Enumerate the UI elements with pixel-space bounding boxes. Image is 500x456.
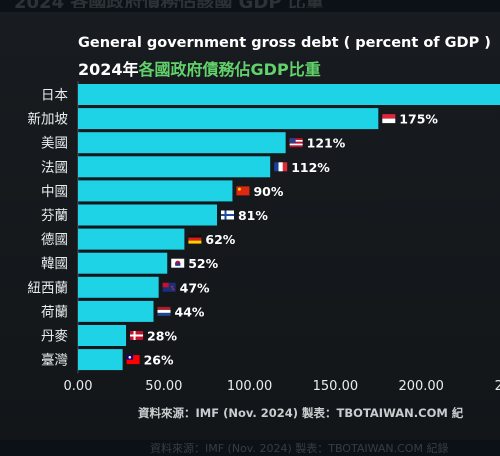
category-label: 臺灣 xyxy=(41,353,68,369)
chart-title-zh: 2024年各國政府債務佔GDP比重 xyxy=(78,56,321,80)
data-label: 44% xyxy=(175,304,205,319)
data-label: 52% xyxy=(188,256,218,271)
title-year: 2024年 xyxy=(78,60,139,79)
flag-icon xyxy=(171,258,185,268)
category-label: 荷蘭 xyxy=(41,304,68,320)
category-label: 新加坡 xyxy=(28,112,69,128)
title-zh-text: 各國政府債務佔GDP比重 xyxy=(138,60,321,79)
data-label: 175% xyxy=(399,112,438,127)
category-label: 韓國 xyxy=(41,256,68,272)
bar xyxy=(78,204,217,226)
data-label: 62% xyxy=(205,232,235,247)
data-label: 121% xyxy=(307,136,346,151)
category-label: 日本 xyxy=(41,88,68,104)
x-tick-label: 50.00 xyxy=(145,379,182,394)
data-label: 81% xyxy=(238,208,268,223)
bar xyxy=(78,300,154,322)
flag-icon xyxy=(188,234,202,244)
flag-icon xyxy=(157,306,171,316)
category-label: 美國 xyxy=(41,136,68,152)
flag-icon xyxy=(126,355,140,365)
flag-icon xyxy=(220,210,234,220)
bar xyxy=(78,349,123,371)
flag-icon xyxy=(289,138,303,148)
data-label: 26% xyxy=(144,353,174,368)
flag-icon xyxy=(162,282,176,292)
data-label: 28% xyxy=(147,329,177,344)
data-label: 90% xyxy=(253,184,283,199)
x-tick-label: 250 xyxy=(495,379,500,394)
category-label: 紐西蘭 xyxy=(28,280,69,296)
ghost-title-top: 2024 各國政府債務佔該國 GDP 比重 xyxy=(14,0,484,8)
bar xyxy=(78,132,286,154)
bar xyxy=(78,325,127,346)
bar xyxy=(78,84,500,105)
category-label: 德國 xyxy=(41,232,68,248)
chart-title-en: General government gross debt ( percent … xyxy=(78,35,491,51)
category-label: 丹麥 xyxy=(41,329,68,345)
bar xyxy=(78,156,271,178)
category-label: 中國 xyxy=(41,184,68,200)
flag-icon xyxy=(130,331,144,340)
x-tick-label: 150.00 xyxy=(313,379,359,394)
source-note: 資料來源：IMF (Nov. 2024) 製表：TBOTAIWAN.COM 紀 xyxy=(138,406,464,420)
category-label: 法國 xyxy=(41,160,68,176)
x-tick-label: 200.00 xyxy=(398,379,444,394)
flag-icon xyxy=(274,162,288,172)
x-tick-label: 100.00 xyxy=(227,379,273,394)
data-label: 112% xyxy=(291,160,330,175)
bar xyxy=(78,276,159,298)
x-tick-label: 0.00 xyxy=(64,379,93,394)
flag-icon xyxy=(382,114,396,124)
bar xyxy=(78,228,185,250)
category-label: 芬蘭 xyxy=(41,208,68,224)
bar xyxy=(78,252,168,274)
bar xyxy=(78,108,379,130)
bar xyxy=(78,180,233,202)
flag-icon xyxy=(236,186,250,196)
data-label: 47% xyxy=(180,280,210,295)
ghost-footer: 資料來源：IMF (Nov. 2024) 製表：TBOTAIWAN.COM 紀錄 xyxy=(150,442,449,455)
